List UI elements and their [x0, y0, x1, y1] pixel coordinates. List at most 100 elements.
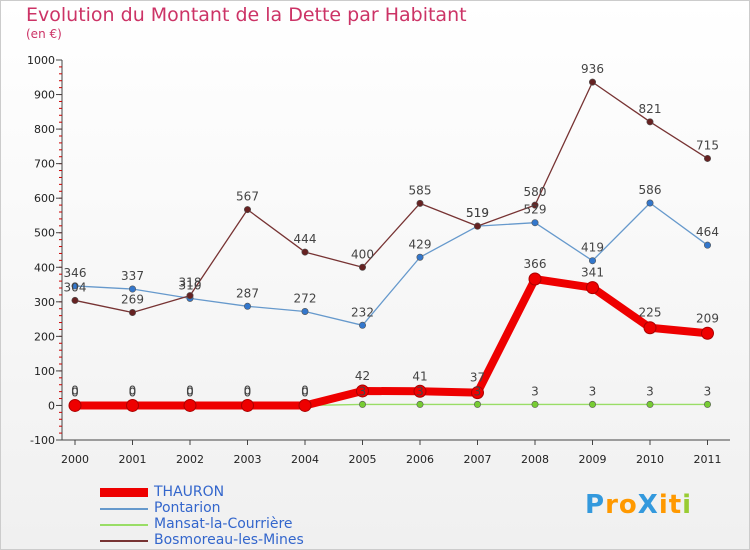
data-point	[301, 248, 309, 256]
data-point	[588, 400, 596, 408]
data-label: 585	[409, 183, 432, 197]
chart-series	[68, 78, 714, 412]
data-point	[416, 253, 424, 261]
data-point	[416, 400, 424, 408]
legend-item: Mansat-la-Courrière	[100, 516, 400, 533]
data-label: 444	[294, 232, 317, 246]
data-point	[129, 309, 137, 317]
series-1	[71, 199, 711, 329]
data-point	[298, 398, 312, 412]
legend-item: Bosmoreau-les-Mines	[100, 532, 400, 549]
data-label: 318	[179, 276, 202, 290]
data-label: 567	[236, 190, 259, 204]
data-label: 821	[639, 102, 662, 116]
data-point	[588, 257, 596, 265]
legend-swatch	[100, 540, 148, 542]
logo-letter: o	[618, 490, 638, 520]
data-label: 37	[470, 371, 485, 385]
data-label: 0	[186, 385, 194, 399]
legend-label: Pontarion	[154, 500, 221, 516]
data-label: 0	[244, 383, 252, 397]
data-label: 586	[639, 183, 662, 197]
data-point	[68, 398, 82, 412]
legend-swatch	[100, 488, 148, 497]
data-label: 0	[129, 385, 137, 399]
y-tick-label: 700	[34, 158, 55, 171]
data-label: 3	[474, 384, 482, 398]
x-tick-label: 2005	[349, 453, 377, 466]
data-point	[473, 222, 481, 230]
data-point	[471, 386, 484, 400]
y-tick-label: 200	[34, 330, 55, 343]
x-tick-label: 2007	[464, 453, 492, 466]
data-point	[71, 282, 79, 290]
legend-label: Mansat-la-Courrière	[154, 516, 293, 532]
data-label: 232	[351, 305, 374, 319]
data-label: 0	[301, 383, 309, 397]
data-point	[646, 118, 654, 126]
logo-letter: r	[605, 490, 619, 520]
chart-axes: -100010020030040050060070080090010002000…	[27, 54, 730, 466]
data-label: 3	[531, 384, 539, 398]
data-point	[646, 400, 654, 408]
data-point	[586, 281, 599, 295]
data-label: 304	[64, 280, 87, 294]
data-point	[186, 292, 194, 300]
x-tick-label: 2002	[176, 453, 204, 466]
y-tick-label: 0	[48, 399, 55, 412]
data-point	[358, 321, 366, 329]
data-label: 287	[236, 286, 259, 300]
data-point	[528, 272, 542, 286]
y-tick-label: 400	[34, 261, 55, 274]
data-label: 0	[71, 385, 79, 399]
y-tick-label: -100	[30, 434, 55, 447]
x-tick-label: 2003	[234, 453, 262, 466]
y-tick-label: 600	[34, 192, 55, 205]
logo-letter: X	[637, 490, 659, 520]
legend-swatch	[100, 508, 148, 510]
data-label: 0	[71, 383, 79, 397]
data-label: 272	[294, 291, 317, 305]
data-label: 580	[524, 185, 547, 199]
y-tick-label: 100	[34, 365, 55, 378]
data-point	[183, 398, 197, 412]
legend-item: THAURON	[100, 484, 400, 501]
data-point	[703, 154, 711, 162]
data-label: 337	[121, 269, 144, 283]
chart-title: Evolution du Montant de la Dette par Hab…	[26, 4, 467, 26]
data-point	[126, 398, 139, 412]
data-label: 3	[589, 384, 597, 398]
data-point	[244, 302, 252, 310]
data-point	[244, 206, 252, 214]
y-tick-label: 500	[34, 227, 55, 240]
data-point	[588, 78, 596, 86]
data-point	[358, 263, 366, 271]
data-label: 42	[355, 369, 370, 383]
logo-letter: P	[585, 490, 606, 520]
x-tick-label: 2009	[579, 453, 607, 466]
series-line	[71, 275, 712, 410]
data-point	[301, 307, 309, 315]
data-label: 529	[524, 203, 547, 217]
data-label: 400	[351, 247, 374, 261]
series-line	[74, 202, 709, 326]
x-tick-label: 2011	[694, 453, 722, 466]
data-point	[646, 199, 654, 207]
data-label: 429	[409, 237, 432, 251]
chart-legend: THAURON Pontarion Mansat-la-Courrière Bosmo…	[100, 484, 400, 549]
data-label: 209	[696, 311, 719, 325]
y-tick-label: 300	[34, 296, 55, 309]
x-tick-label: 2008	[521, 453, 549, 466]
data-label: 0	[129, 383, 137, 397]
logo-letter: i	[682, 490, 693, 520]
data-point	[71, 296, 79, 304]
data-point	[129, 285, 137, 293]
data-label: 519	[466, 206, 489, 220]
data-label: 346	[64, 266, 87, 280]
series-line	[74, 81, 709, 314]
data-label: 341	[581, 266, 604, 280]
data-label: 3	[359, 384, 367, 398]
data-point	[358, 400, 366, 408]
series-0	[68, 272, 714, 412]
